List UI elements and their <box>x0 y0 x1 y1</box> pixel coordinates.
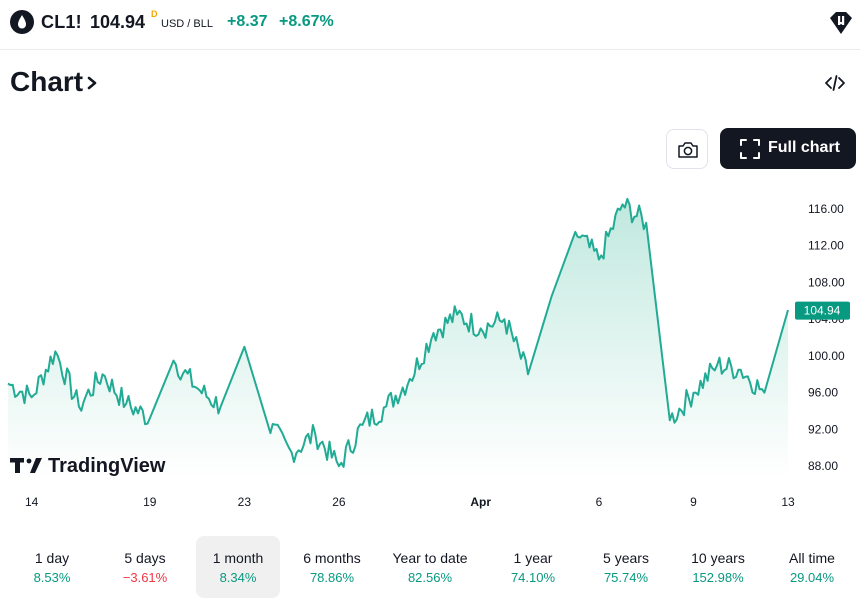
period-change: −3.61% <box>122 570 168 585</box>
period-change: 152.98% <box>692 570 744 585</box>
period-change: 78.86% <box>309 570 355 585</box>
x-tick-label: 14 <box>25 495 39 509</box>
y-tick-label: 96.00 <box>808 386 838 400</box>
chart-area-layer <box>7 197 789 480</box>
y-tick-label: 100.00 <box>808 349 845 363</box>
y-tick-label: 108.00 <box>808 275 845 289</box>
price-area-fill <box>8 198 788 480</box>
code-embed-icon[interactable] <box>824 72 846 94</box>
chevron-right-icon[interactable] <box>86 74 98 97</box>
period-label: 1 year <box>513 550 553 566</box>
period-label: 1 day <box>34 550 70 566</box>
currency-unit: USD / BLL <box>161 18 213 30</box>
full-chart-button[interactable]: Full chart <box>720 128 856 169</box>
period-label: 5 years <box>603 550 649 566</box>
y-axis: 116.00112.00108.00104.00100.0096.0092.00… <box>808 202 845 473</box>
change-percent: +8.67% <box>279 13 334 30</box>
period-tab[interactable]: 1 month 8.34% <box>196 536 280 598</box>
period-tab[interactable]: Year to date 82.56% <box>388 536 472 598</box>
x-tick-label: 9 <box>690 495 697 509</box>
delayed-flag: D <box>151 9 158 19</box>
period-change: 82.56% <box>407 570 453 585</box>
period-label: Year to date <box>392 550 468 566</box>
x-tick-label: Apr <box>470 495 491 509</box>
period-tab[interactable]: 6 months 78.86% <box>290 536 374 598</box>
last-price-marker: 104.94 <box>795 301 850 320</box>
period-label: 10 years <box>691 550 745 566</box>
period-label: 6 months <box>303 550 361 566</box>
price-line <box>7 197 789 468</box>
watermark-text: TradingView <box>48 455 166 477</box>
x-tick-label: 6 <box>596 495 603 509</box>
x-tick-label: 13 <box>781 495 795 509</box>
period-tab[interactable]: 5 days −3.61% <box>103 536 187 598</box>
change-absolute: +8.37 <box>227 13 268 30</box>
camera-icon <box>678 142 698 158</box>
symbol-header: CL1! 104.94 D USD / BLL +8.37 +8.67% <box>0 0 860 50</box>
y-tick-label: 88.00 <box>808 459 838 473</box>
x-tick-label: 19 <box>143 495 157 509</box>
full-chart-label: Full chart <box>768 139 841 156</box>
period-tab[interactable]: 1 day 8.53% <box>10 536 94 598</box>
price-alert-icon[interactable] <box>828 10 854 36</box>
period-label: 5 days <box>124 550 166 566</box>
period-change: 8.53% <box>33 570 71 585</box>
period-change: 75.74% <box>603 570 649 585</box>
y-tick-label: 92.00 <box>808 422 838 436</box>
x-tick-label: 23 <box>238 495 252 509</box>
snapshot-button[interactable] <box>666 129 708 169</box>
last-price: 104.94 <box>90 12 146 32</box>
price-chart[interactable]: 116.00112.00108.00104.00100.0096.0092.00… <box>0 180 860 520</box>
oil-drop-icon <box>10 10 34 34</box>
y-tick-label: 112.00 <box>808 239 844 253</box>
period-label: All time <box>789 550 835 566</box>
last-price-badge <box>795 301 850 320</box>
period-change: 29.04% <box>789 570 835 585</box>
period-tab[interactable]: 10 years 152.98% <box>676 536 760 598</box>
x-tick-label: 26 <box>332 495 346 509</box>
fullscreen-icon <box>740 139 760 159</box>
period-tab[interactable]: 5 years 75.74% <box>584 536 668 598</box>
period-label: 1 month <box>212 550 264 566</box>
symbol-name[interactable]: CL1! <box>41 12 82 32</box>
last-price-badge-label: 104.94 <box>804 304 841 318</box>
tradingview-watermark: TradingView <box>10 455 166 477</box>
period-tab[interactable]: 1 year 74.10% <box>491 536 575 598</box>
tradingview-logo-icon <box>10 458 42 473</box>
period-change: 8.34% <box>219 570 257 585</box>
x-axis: 14 19 23 26 Apr 6 9 13 <box>25 495 795 509</box>
period-tab[interactable]: All time 29.04% <box>770 536 854 598</box>
y-tick-label: 116.00 <box>808 202 844 216</box>
section-title[interactable]: Chart <box>10 66 84 97</box>
period-change: 74.10% <box>510 570 556 585</box>
period-selector: 1 day 8.53% 5 days −3.61% 1 month 8.34% 6 mont… <box>0 536 860 598</box>
